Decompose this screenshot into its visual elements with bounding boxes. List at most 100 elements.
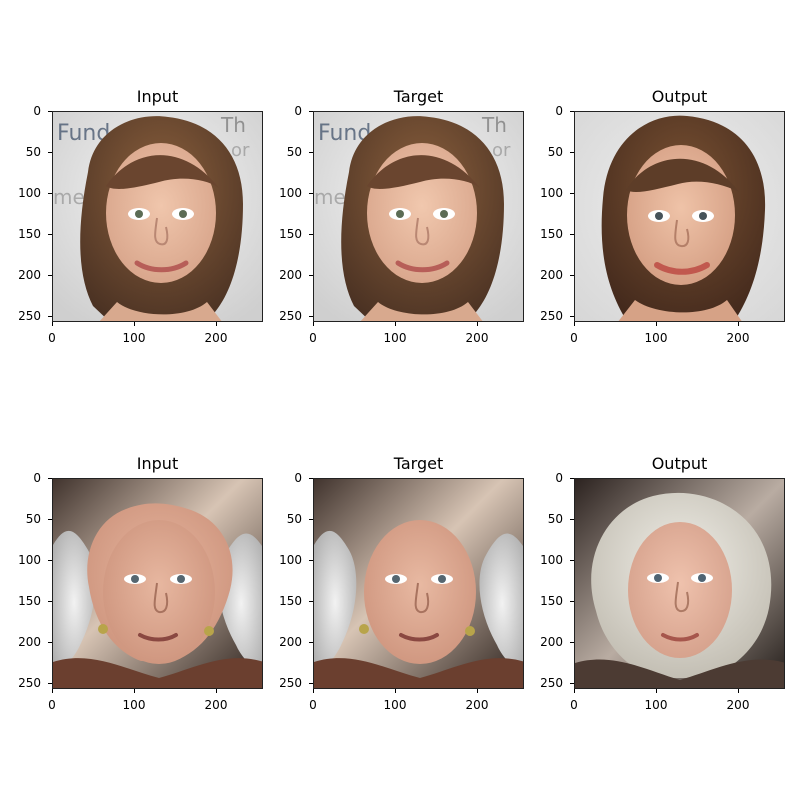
ytick-label: 150 [540,227,563,241]
ytick-mark [309,111,313,112]
xtick-mark [395,689,396,693]
xtick-mark [656,689,657,693]
ytick-label: 150 [18,594,41,608]
panel-row2-target: Target [279,454,524,711]
xtick-mark [574,322,575,326]
xtick-label: 200 [465,698,489,712]
ytick-label: 250 [279,676,302,690]
brunette-face-image [575,112,784,321]
xtick-label: 200 [726,331,750,345]
ytick-mark [570,234,574,235]
ytick-label: 50 [547,145,563,159]
ytick-mark [570,519,574,520]
panel-row2-input: Input [18,454,263,711]
ytick-label: 250 [540,309,563,323]
ytick-label: 100 [279,553,302,567]
ytick-mark [48,601,52,602]
brunette-face-image: Fund Th or me [314,112,523,321]
xtick-mark [395,322,396,326]
xtick-mark [477,689,478,693]
panel-title: Output [651,454,708,473]
xtick-label: 200 [465,331,489,345]
elderly-face-image [53,479,262,688]
panel-title: Output [651,87,708,106]
ytick-label: 50 [25,512,41,526]
svg-text:Th: Th [220,113,246,137]
panel-row1-output: Output [540,87,785,344]
ytick-label: 200 [18,635,41,649]
svg-text:or: or [231,140,250,161]
image-elderly-output [574,478,785,689]
elderly-face-image [314,479,523,688]
ytick-mark [570,152,574,153]
ytick-label: 150 [279,594,302,608]
xtick-mark [574,689,575,693]
ytick-label: 250 [540,676,563,690]
xtick-label: 100 [122,331,146,345]
ytick-mark [309,275,313,276]
ytick-mark [309,601,313,602]
ytick-label: 50 [286,145,302,159]
ytick-label: 0 [294,471,302,485]
ytick-label: 50 [25,145,41,159]
ytick-mark [570,193,574,194]
ytick-label: 150 [279,227,302,241]
ytick-label: 100 [18,186,41,200]
ytick-mark [48,560,52,561]
ytick-label: 0 [294,104,302,118]
xtick-label: 0 [309,331,317,345]
ytick-label: 250 [18,309,41,323]
ytick-label: 200 [540,635,563,649]
svg-text:me: me [314,185,346,209]
xtick-label: 200 [726,698,750,712]
ytick-label: 200 [279,635,302,649]
ytick-mark [570,316,574,317]
ytick-label: 50 [547,512,563,526]
xtick-label: 0 [48,698,56,712]
image-brunette-target: Fund Th or me [313,111,524,322]
xtick-mark [313,689,314,693]
xtick-label: 100 [644,331,668,345]
image-elderly-input [52,478,263,689]
ytick-mark [309,683,313,684]
ytick-mark [570,683,574,684]
panel-title: Target [393,87,444,106]
xtick-label: 0 [48,331,56,345]
panel-row1-target: Target Fu [279,87,524,344]
xtick-mark [477,322,478,326]
ytick-mark [309,152,313,153]
ytick-mark [309,642,313,643]
ytick-label: 150 [540,594,563,608]
ytick-label: 200 [18,268,41,282]
ytick-mark [48,519,52,520]
panel-title: Target [393,454,444,473]
xtick-label: 0 [570,698,578,712]
xtick-mark [216,322,217,326]
ytick-mark [48,316,52,317]
xtick-mark [313,322,314,326]
ytick-mark [48,642,52,643]
ytick-mark [570,601,574,602]
ytick-mark [48,152,52,153]
image-elderly-target [313,478,524,689]
ytick-mark [309,193,313,194]
elderly-face-image [575,479,784,688]
ytick-mark [48,478,52,479]
xtick-label: 100 [383,698,407,712]
ytick-label: 0 [33,471,41,485]
ytick-mark [48,275,52,276]
xtick-label: 0 [570,331,578,345]
ytick-mark [48,193,52,194]
xtick-label: 0 [309,698,317,712]
ytick-mark [570,111,574,112]
ytick-mark [48,234,52,235]
ytick-mark [48,683,52,684]
xtick-label: 200 [204,698,228,712]
ytick-mark [309,519,313,520]
ytick-label: 0 [555,104,563,118]
ytick-mark [570,642,574,643]
svg-text:Th: Th [481,113,507,137]
image-brunette-input: Fund Th or me [52,111,263,322]
ytick-label: 0 [555,471,563,485]
